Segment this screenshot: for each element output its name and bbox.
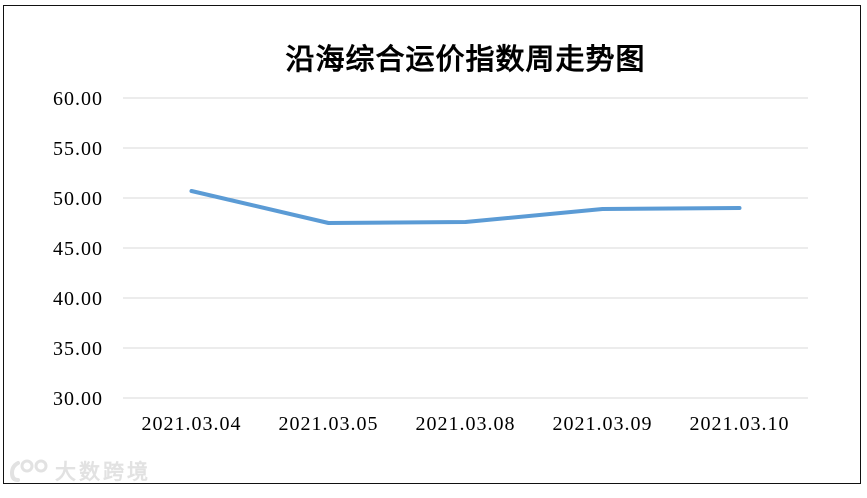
y-axis-label: 55.00 <box>53 138 103 160</box>
y-axis-label: 50.00 <box>53 188 103 210</box>
x-axis-label: 2021.03.04 <box>142 413 242 435</box>
y-axis-label: 35.00 <box>53 338 103 360</box>
y-axis-label: 40.00 <box>53 288 103 310</box>
x-axis-label: 2021.03.08 <box>416 413 516 435</box>
x-axis-label: 2021.03.09 <box>553 413 653 435</box>
y-axis-label: 30.00 <box>53 388 103 410</box>
watermark: 大数跨境 <box>8 456 151 486</box>
100-circles-logo-icon <box>9 459 48 482</box>
y-axis-label: 60.00 <box>53 88 103 110</box>
watermark-text: 大数跨境 <box>55 461 151 484</box>
series-line <box>189 189 742 225</box>
y-axis-label: 45.00 <box>53 238 103 260</box>
x-axis-label: 2021.03.05 <box>279 413 379 435</box>
x-axis-label: 2021.03.10 <box>690 413 790 435</box>
chart-title: 沿海综合运价指数周走势图 <box>285 44 646 76</box>
